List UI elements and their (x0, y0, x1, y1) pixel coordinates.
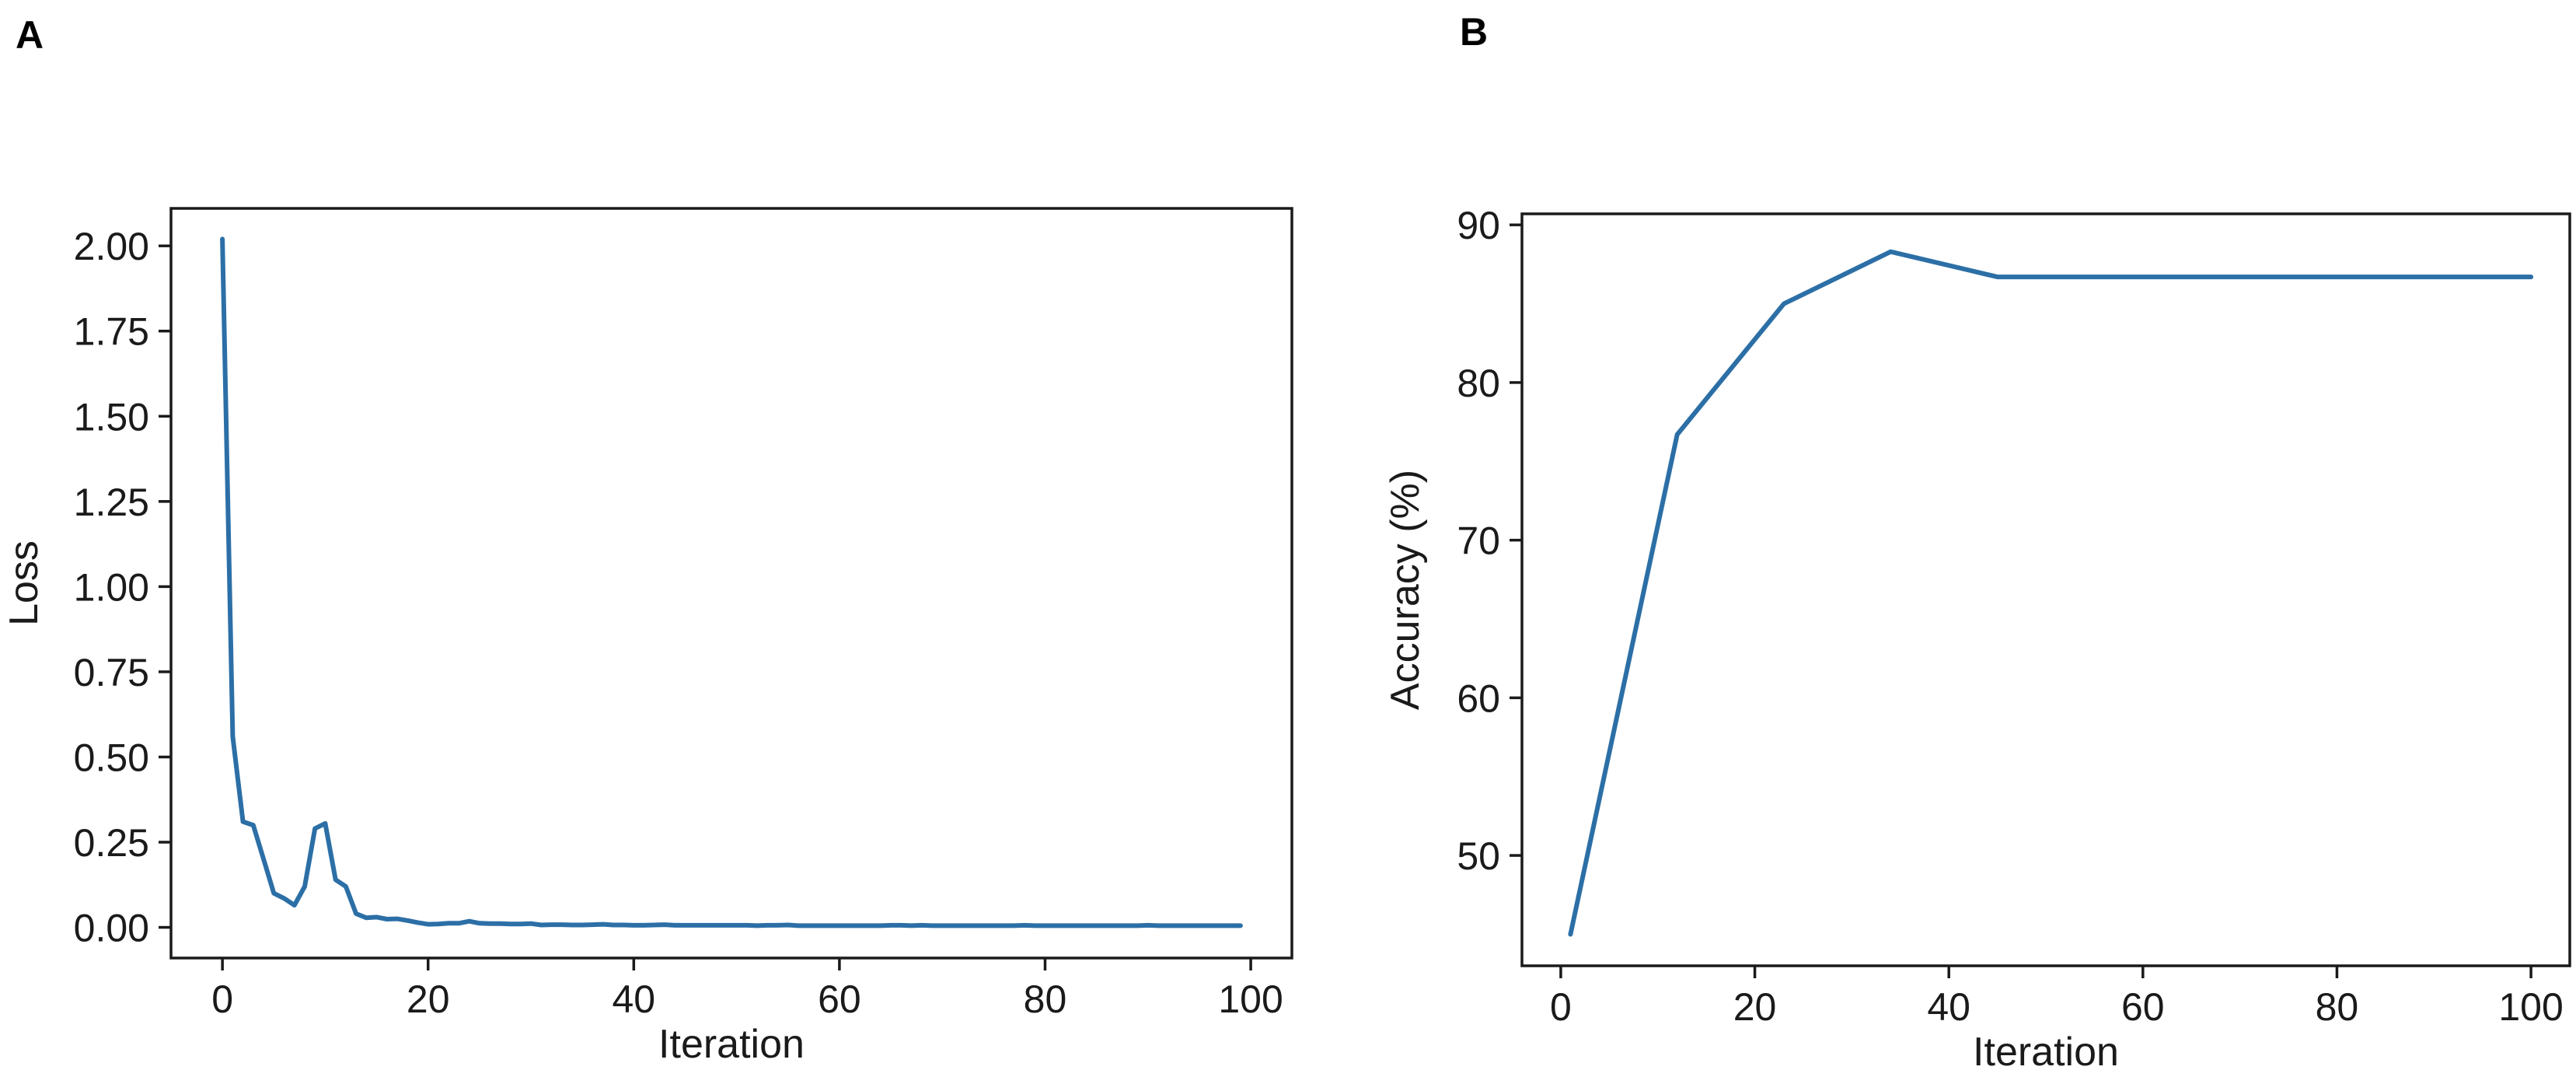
accuracy-y-tick-label: 50 (1457, 834, 1500, 878)
loss-x-axis-title: Iteration (658, 1022, 805, 1067)
accuracy-x-tick-label: 40 (1927, 985, 1970, 1029)
loss-x-tick-label: 20 (407, 977, 450, 1021)
accuracy-x-axis-title: Iteration (1973, 1030, 2119, 1075)
loss-x-tick-label: 0 (211, 977, 233, 1021)
loss-x-tick-label: 60 (818, 977, 861, 1021)
loss-y-axis-title: Loss (2, 540, 47, 626)
accuracy-y-tick-label: 70 (1457, 519, 1500, 563)
loss-x-tick-label: 100 (1218, 977, 1283, 1021)
loss-y-tick-label: 0.00 (74, 907, 149, 950)
accuracy-chart: 0 20 40 60 80 100 50 60 70 80 90 Iteration Accuracy … (1383, 204, 2571, 1075)
accuracy-x-tick-label: 100 (2498, 985, 2563, 1029)
accuracy-y-tick-label: 60 (1457, 677, 1500, 720)
loss-y-tick-label: 1.50 (74, 395, 149, 439)
accuracy-y-tick-label: 80 (1457, 362, 1500, 405)
loss-chart: 0 20 40 60 80 100 0.00 0.25 0.50 0.75 1.00 1.25 1.50… (2, 207, 1293, 1067)
accuracy-x-tick-label: 60 (2121, 985, 2165, 1029)
loss-y-tick-label: 2.00 (74, 225, 149, 268)
loss-y-tick-label: 0.25 (74, 821, 149, 865)
accuracy-x-tick-label: 0 (1550, 985, 1572, 1029)
accuracy-y-tick-label: 90 (1457, 204, 1500, 247)
accuracy-plot-frame (1520, 212, 2571, 967)
accuracy-x-tick-label: 80 (2316, 985, 2359, 1029)
loss-plot-frame (169, 207, 1293, 960)
loss-series-line (220, 236, 1243, 928)
accuracy-x-tick-label: 20 (1733, 985, 1777, 1029)
loss-y-tick-label: 0.50 (74, 736, 149, 779)
loss-y-tick-label: 1.00 (74, 565, 149, 609)
loss-y-tick-label: 0.75 (74, 651, 149, 694)
loss-y-tick-label: 1.75 (74, 310, 149, 354)
loss-x-tick-label: 80 (1024, 977, 1067, 1021)
panel-label-b: B (1460, 10, 1488, 54)
loss-x-tick-label: 40 (613, 977, 656, 1021)
accuracy-y-axis-title: Accuracy (%) (1383, 470, 1428, 710)
accuracy-series-line (1568, 249, 2534, 937)
loss-y-tick-label: 1.25 (74, 481, 149, 524)
panel-label-a: A (16, 13, 44, 57)
